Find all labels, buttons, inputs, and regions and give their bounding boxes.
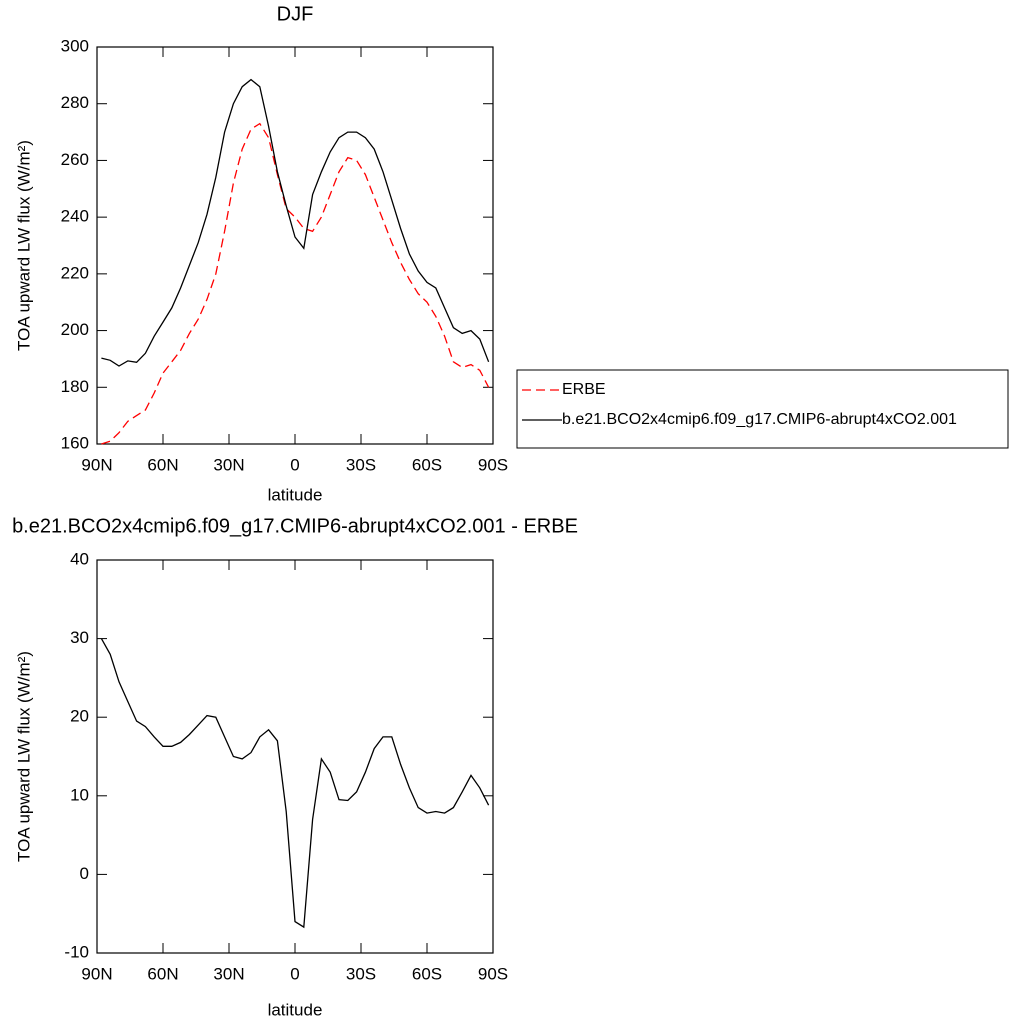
data-line [101, 122, 490, 445]
plot-frame [96, 559, 494, 954]
x-tick-label: 90S [478, 964, 508, 983]
plot-frame [96, 46, 494, 445]
chart-title: b.e21.BCO2x4cmip6.f09_g17.CMIP6-abrupt4x… [12, 515, 578, 537]
y-tick-label: 40 [70, 549, 89, 568]
y-tick-label: 10 [70, 785, 89, 804]
y-tick-label: 220 [61, 263, 89, 282]
x-tick-label: 60S [412, 455, 442, 474]
y-tick-label: 240 [61, 207, 89, 226]
data-line [101, 78, 490, 367]
x-tick-label: 90S [478, 455, 508, 474]
y-tick-label: 160 [61, 433, 89, 452]
x-tick-label: 60N [147, 455, 178, 474]
y-tick-label: -10 [64, 942, 89, 961]
data-line [100, 638, 490, 929]
x-tick-label: 0 [290, 964, 299, 983]
x-tick-label: 30N [213, 964, 244, 983]
y-axis-label: TOA upward LW flux (W/m²) [14, 140, 33, 351]
y-tick-label: 260 [61, 150, 89, 169]
y-tick-label: 200 [61, 320, 89, 339]
x-tick-label: 60S [412, 964, 442, 983]
legend-label: ERBE [562, 381, 606, 398]
x-tick-label: 30N [213, 455, 244, 474]
x-tick-label: 90N [81, 964, 112, 983]
x-tick-label: 30S [346, 964, 376, 983]
y-tick-label: 30 [70, 628, 89, 647]
legend-label: b.e21.BCO2x4cmip6.f09_g17.CMIP6-abrupt4x… [562, 411, 957, 428]
x-tick-label: 30S [346, 455, 376, 474]
y-tick-label: 280 [61, 93, 89, 112]
y-tick-label: 180 [61, 377, 89, 396]
y-tick-label: 0 [80, 864, 89, 883]
y-tick-label: 300 [61, 36, 89, 55]
chart-title: DJF [277, 3, 314, 25]
x-tick-label: 60N [147, 964, 178, 983]
y-axis-label: TOA upward LW flux (W/m²) [14, 651, 33, 862]
x-axis-label: latitude [268, 485, 323, 504]
x-axis-label: latitude [268, 1000, 323, 1019]
legend-box [516, 369, 1009, 449]
x-tick-label: 0 [290, 455, 299, 474]
y-tick-label: 20 [70, 707, 89, 726]
x-tick-label: 90N [81, 455, 112, 474]
